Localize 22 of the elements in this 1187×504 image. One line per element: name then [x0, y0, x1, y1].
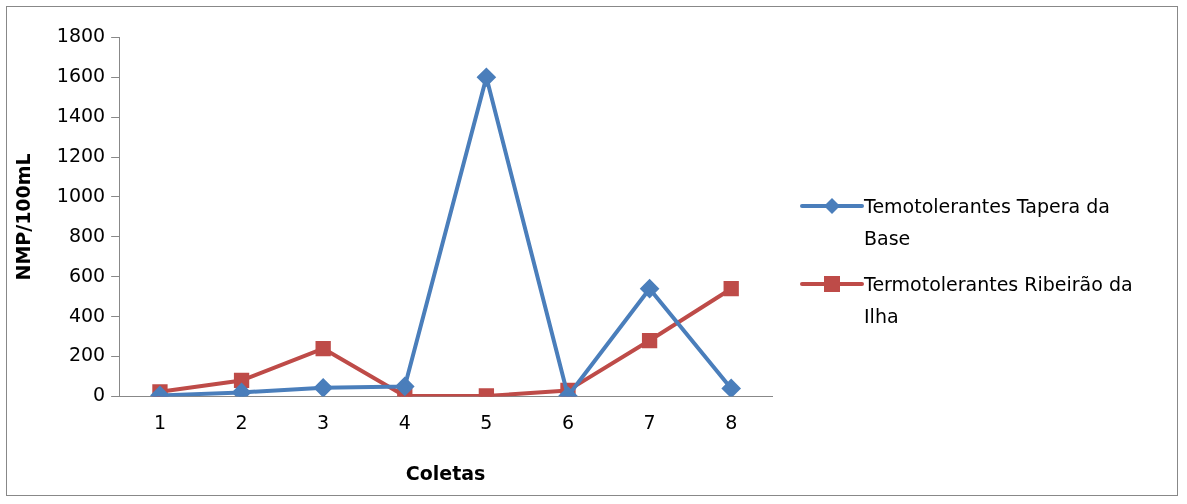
x-tick-label: 2: [235, 410, 248, 433]
x-tick-label: 6: [561, 410, 575, 433]
y-tick-label: 0: [93, 383, 106, 406]
y-tick-label: 1400: [56, 104, 106, 127]
y-tick-label: 1600: [56, 64, 106, 87]
y-tick-label: 200: [68, 343, 106, 366]
x-tick-label: 8: [725, 410, 738, 433]
y-tick-label: 600: [68, 263, 106, 286]
y-tick-label: 400: [68, 303, 106, 326]
y-tick-label: 1800: [56, 24, 106, 47]
x-tick-label: 1: [153, 410, 166, 433]
y-tick-label: 1000: [56, 183, 106, 206]
legend-label: Temotolerantes Tapera da Base: [864, 194, 1111, 251]
y-tick-label: 800: [68, 223, 106, 246]
x-tick-label: 7: [643, 410, 656, 433]
x-tick-label: 5: [480, 410, 493, 433]
x-tick-label: 4: [398, 410, 411, 433]
y-tick-label: 1200: [56, 144, 106, 166]
x-tick-label: 3: [317, 410, 330, 433]
legend-label: Termotolerantes Ribeirão da Ilha: [864, 272, 1134, 329]
x-axis-title: Coletas: [405, 461, 486, 484]
y-axis-title: NMP/100mL: [12, 153, 35, 281]
